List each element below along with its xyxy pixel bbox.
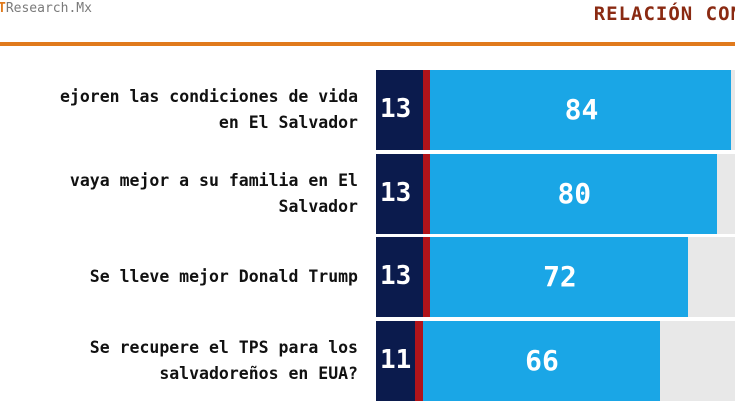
bar-segment (422, 154, 430, 234)
bar-segment (429, 70, 732, 150)
header-divider (0, 42, 735, 46)
bar-segment (429, 237, 689, 317)
bar-segment (376, 154, 423, 234)
bar-segment (376, 321, 416, 401)
bar-segment (376, 237, 423, 317)
bar-segment (422, 237, 430, 317)
data-label: 13 (380, 261, 412, 292)
bar-segment (376, 70, 423, 150)
bar-track: 13280 (376, 154, 735, 234)
row-label: ejoren las condiciones de vida en El Salv… (0, 84, 358, 136)
brand-mark: T (0, 1, 6, 16)
data-label: 13 (380, 94, 412, 125)
bar-segment (422, 321, 660, 401)
page-title: RELACIÓN CON (593, 3, 735, 25)
data-label: 11 (380, 345, 412, 376)
row-label: Se lleve mejor Donald Trump (0, 264, 358, 290)
row-label: vaya mejor a su familia en El Salvador (0, 168, 358, 220)
row-label-line: ejoren las condiciones de vida (59, 87, 358, 106)
row-label-line: Se recupere el TPS para los (89, 338, 358, 357)
bar-track: 13272 (376, 237, 735, 317)
row-label-line: salvadoreños en EUA? (159, 364, 358, 383)
row-label-line: vaya mejor a su familia en El (69, 171, 358, 190)
data-label: 80 (557, 177, 592, 211)
row-label-line: en El Salvador (218, 113, 358, 132)
data-label: 13 (380, 178, 412, 209)
bar-track: 13284 (376, 70, 735, 150)
bar-segment (429, 154, 718, 234)
brand-name: Research.Mx (5, 1, 92, 16)
brand-logo: TResearch.Mx (0, 1, 92, 16)
bar-track: 11266 (376, 321, 735, 401)
data-label: 66 (525, 344, 559, 378)
data-label: 84 (564, 93, 599, 127)
row-label-line: Se lleve mejor Donald Trump (89, 267, 358, 286)
bar-segment (415, 321, 423, 401)
stacked-bar-chart: ejoren las condiciones de vida en El Salv… (0, 62, 735, 401)
row-label-line: Salvador (278, 197, 358, 216)
bar-segment (422, 70, 430, 150)
row-label: Se recupere el TPS para los salvadoreños … (0, 335, 358, 387)
data-label: 72 (543, 260, 577, 294)
